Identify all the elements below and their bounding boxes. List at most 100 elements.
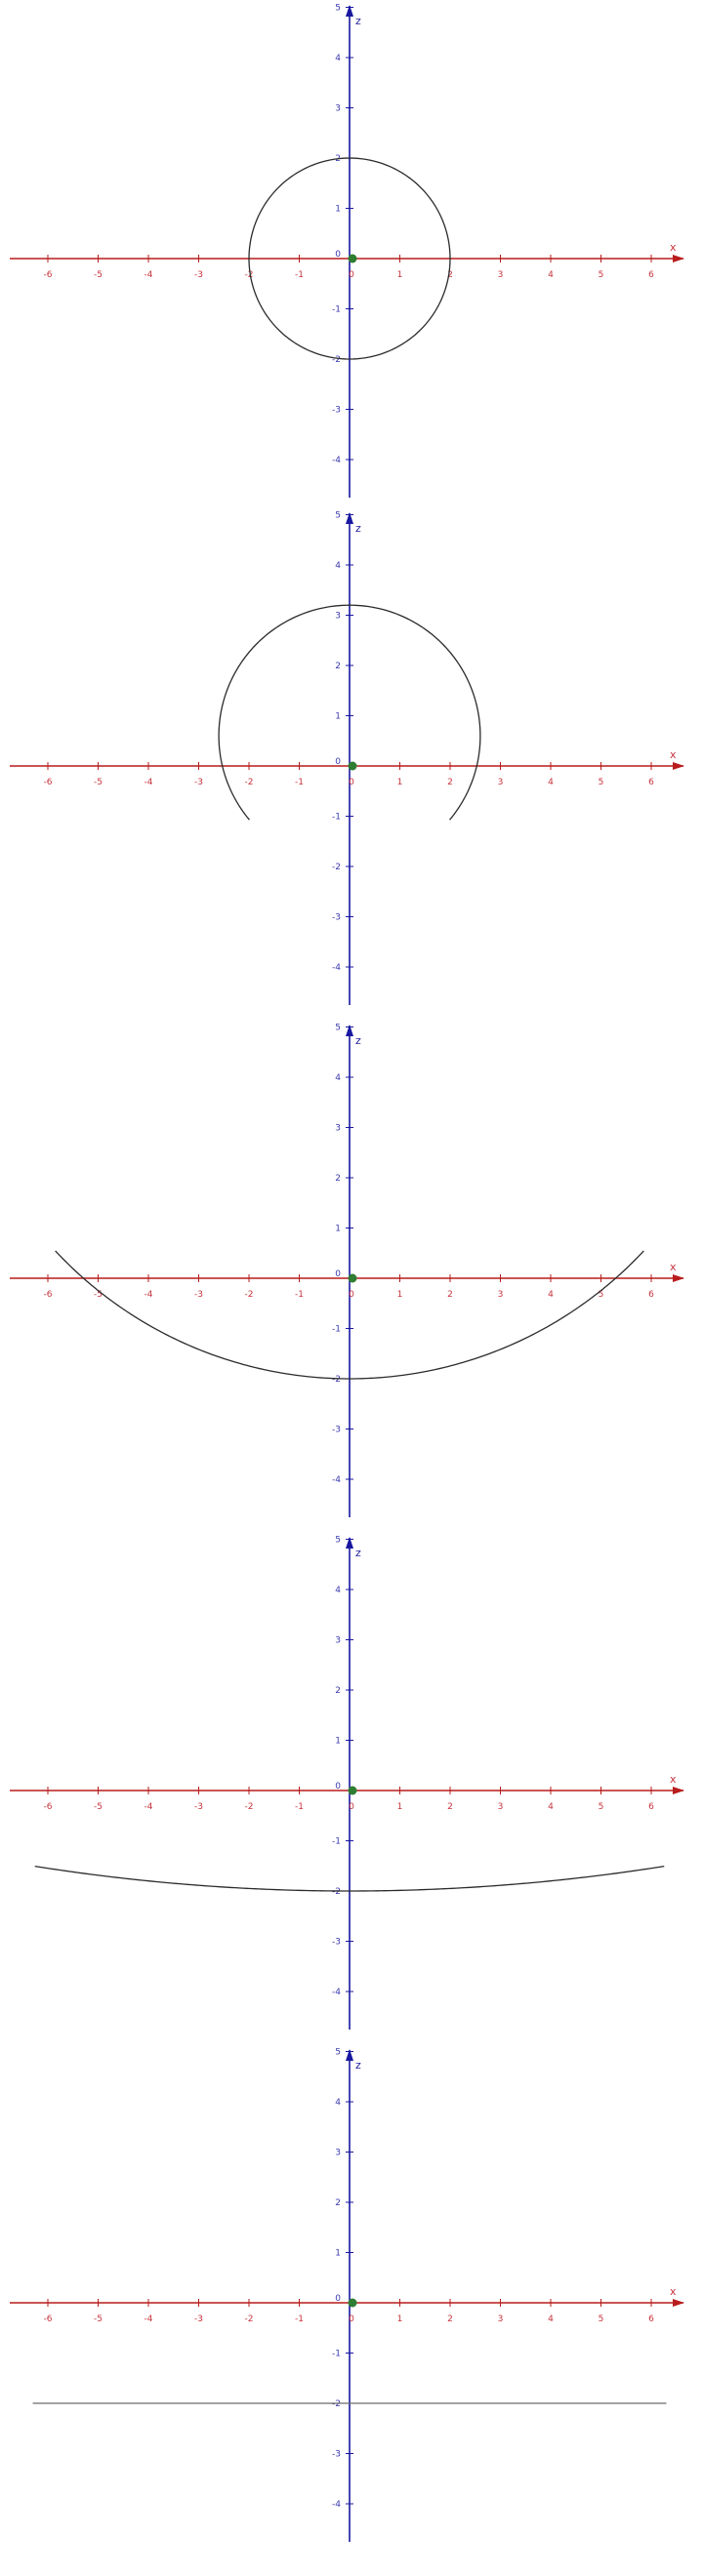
x-tick-label: 6	[648, 270, 654, 280]
x-tick-label: -1	[295, 1802, 304, 1812]
x-axis-name: x	[670, 1773, 677, 1786]
x-tick-label: 4	[548, 1290, 554, 1300]
z-tick-label: -4	[332, 1475, 341, 1485]
z-tick-label: 4	[335, 2098, 341, 2108]
z-tick-label: 4	[335, 561, 341, 571]
z-tick-label: 0	[335, 250, 341, 260]
x-tick-label: -6	[44, 1290, 53, 1300]
x-axis-name: x	[670, 241, 677, 254]
x-tick-label: 5	[599, 1802, 604, 1812]
z-tick-label: 1	[335, 712, 341, 722]
z-tick-label: -2	[332, 2399, 341, 2409]
z-tick-label: 2	[335, 1174, 341, 1184]
x-axis-name: x	[670, 748, 677, 761]
z-tick-label: 0	[335, 757, 341, 767]
x-tick-label: -1	[295, 778, 304, 787]
curve-series-1	[218, 604, 481, 821]
x-tick-label: -1	[295, 270, 304, 280]
x-tick-label: 3	[498, 1802, 504, 1812]
x-tick-label: -3	[194, 1802, 203, 1812]
x-tick-label: 4	[548, 1802, 554, 1812]
x-tick-label: -2	[245, 270, 254, 280]
x-tick-label: 0	[349, 1290, 354, 1300]
x-tick-label: -1	[295, 2314, 304, 2324]
z-tick-label: -1	[332, 2350, 341, 2359]
x-tick-label: -6	[44, 2314, 53, 2324]
curve-series-1	[248, 157, 451, 360]
z-axis-name: z	[355, 522, 361, 535]
x-tick-label: 5	[599, 1290, 604, 1300]
x-tick-label: 5	[599, 270, 604, 280]
z-axis-name: z	[355, 2059, 361, 2072]
z-tick-label: -4	[332, 2500, 341, 2510]
z-tick-label: 2	[335, 662, 341, 671]
z-tick-label: 5	[335, 1024, 341, 1033]
x-tick-label: 0	[349, 778, 354, 787]
x-tick-label: 5	[599, 778, 604, 787]
z-tick-label: 5	[335, 4, 341, 14]
z-tick-label: -3	[332, 2450, 341, 2460]
z-tick-label: -3	[332, 1426, 341, 1435]
z-tick-label: 3	[335, 612, 341, 622]
x-tick-label: 6	[648, 778, 654, 787]
z-tick-label: -2	[332, 1887, 341, 1897]
z-tick-label: 4	[335, 1073, 341, 1083]
x-tick-label: 2	[447, 2314, 453, 2324]
x-tick-label: -5	[94, 1290, 103, 1300]
x-tick-label: -5	[94, 2314, 103, 2324]
origin-point	[348, 1273, 357, 1283]
x-tick-label: -3	[194, 1290, 203, 1300]
x-tick-label: -5	[94, 270, 103, 280]
origin-point	[348, 2298, 357, 2308]
z-tick-label: -2	[332, 863, 341, 872]
x-tick-label: -3	[194, 2314, 203, 2324]
x-tick-label: 6	[648, 1802, 654, 1812]
z-axis-name: z	[355, 1034, 361, 1047]
z-tick-label: -1	[332, 1837, 341, 1847]
z-tick-label: 4	[335, 1586, 341, 1595]
z-tick-label: 2	[335, 2198, 341, 2208]
z-tick-label: 0	[335, 2294, 341, 2304]
z-tick-label: 3	[335, 1124, 341, 1134]
z-tick-label: 4	[335, 54, 341, 63]
z-tick-label: 1	[335, 1737, 341, 1747]
z-tick-label: -1	[332, 813, 341, 823]
x-tick-label: 4	[548, 270, 554, 280]
curve-series-1	[55, 1250, 644, 1380]
x-tick-label: -1	[295, 1290, 304, 1300]
x-tick-label: 2	[447, 270, 453, 280]
x-tick-label: 5	[599, 2314, 604, 2324]
x-tick-label: -4	[145, 778, 153, 787]
z-tick-label: 5	[335, 1536, 341, 1546]
x-tick-label: -3	[194, 270, 203, 280]
x-tick-label: 3	[498, 1290, 504, 1300]
chart-panel-4: -6 -5 -4 -3 -2 -1 0 1 2 3 4 5 6 5 4 3 2 1 0 -1 -2 -3 -4 x z	[10, 1536, 684, 2030]
x-tick-label: -4	[145, 1290, 153, 1300]
z-tick-label: 3	[335, 104, 341, 114]
x-tick-label: -4	[145, 270, 153, 280]
x-tick-label: -2	[245, 2314, 254, 2324]
z-tick-label: -1	[332, 1325, 341, 1335]
z-tick-label: 5	[335, 2048, 341, 2058]
x-tick-label: 1	[397, 2314, 403, 2324]
z-tick-label: -4	[332, 456, 341, 465]
x-tick-label: -2	[245, 1290, 254, 1300]
x-tick-label: 4	[548, 778, 554, 787]
curve-series-1	[34, 1865, 665, 1892]
x-tick-label: 3	[498, 270, 504, 280]
x-tick-label: 3	[498, 2314, 504, 2324]
z-tick-label: -3	[332, 913, 341, 923]
origin-point	[348, 254, 357, 263]
x-tick-label: 0	[349, 2314, 354, 2324]
z-tick-label: -4	[332, 1988, 341, 1997]
x-tick-label: -5	[94, 778, 103, 787]
x-tick-label: 1	[397, 270, 403, 280]
z-tick-label: 1	[335, 205, 341, 215]
x-tick-label: 6	[648, 1290, 654, 1300]
z-axis-name: z	[355, 1547, 361, 1559]
origin-point	[348, 1786, 357, 1795]
x-tick-label: -5	[94, 1802, 103, 1812]
chart-panel-2: -6 -5 -4 -3 -2 -1 0 1 2 3 4 5 6 5 4 3 2 1 0 -1 -2 -3 -4 x z	[10, 511, 684, 1005]
